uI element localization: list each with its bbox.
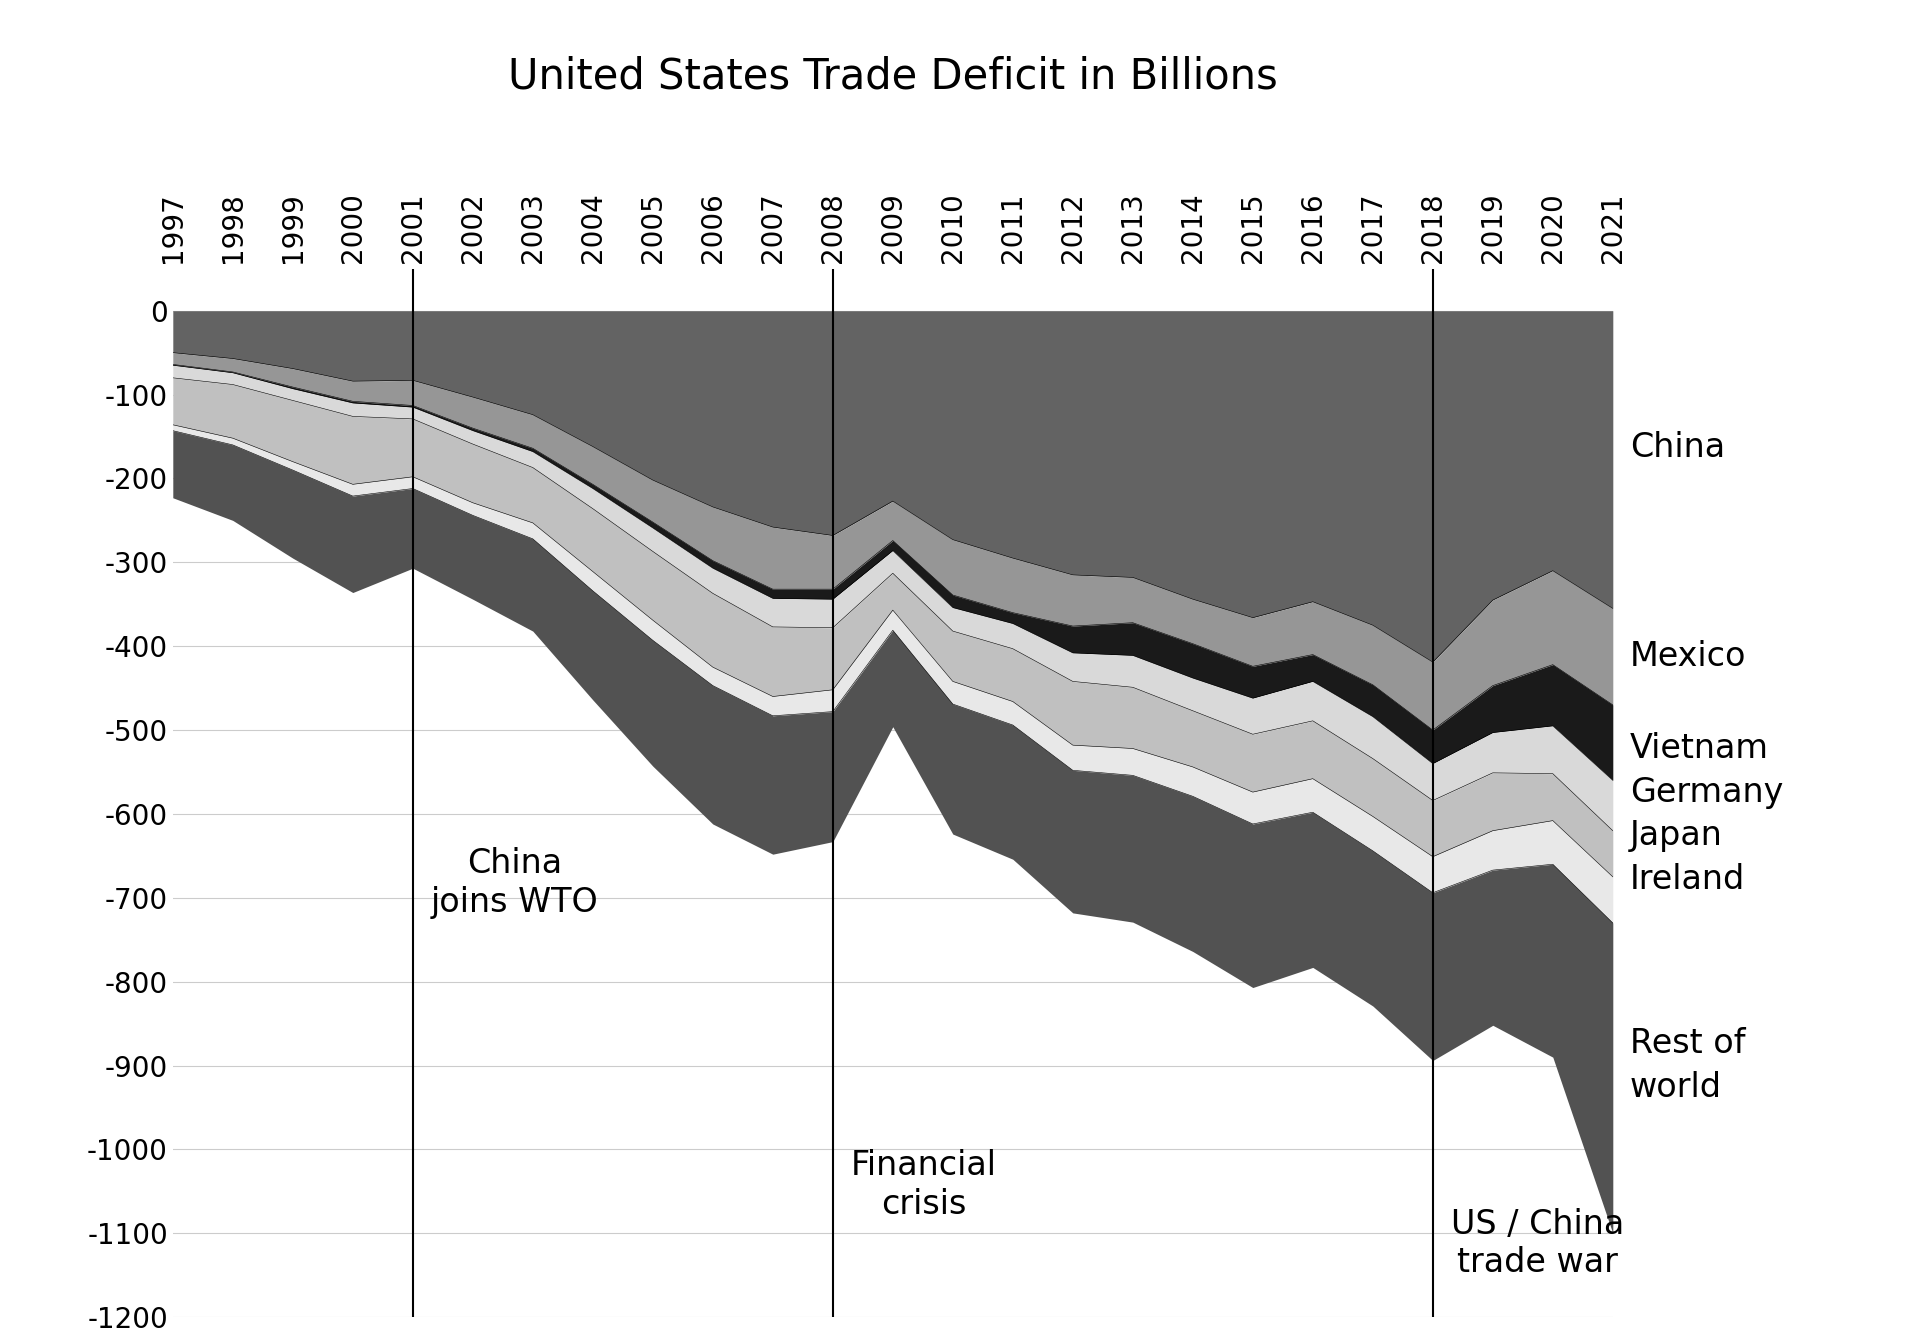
Text: US / China
trade war: US / China trade war [1452,1208,1624,1279]
Text: Financial
crisis: Financial crisis [851,1149,996,1220]
Text: Mexico: Mexico [1630,640,1747,673]
Title: United States Trade Deficit in Billions: United States Trade Deficit in Billions [509,55,1277,97]
Text: Vietnam
Germany
Japan
Ireland: Vietnam Germany Japan Ireland [1630,732,1784,895]
Text: Rest of
world: Rest of world [1630,1027,1745,1103]
Text: China: China [1630,430,1726,464]
Text: China
joins WTO: China joins WTO [430,848,599,919]
